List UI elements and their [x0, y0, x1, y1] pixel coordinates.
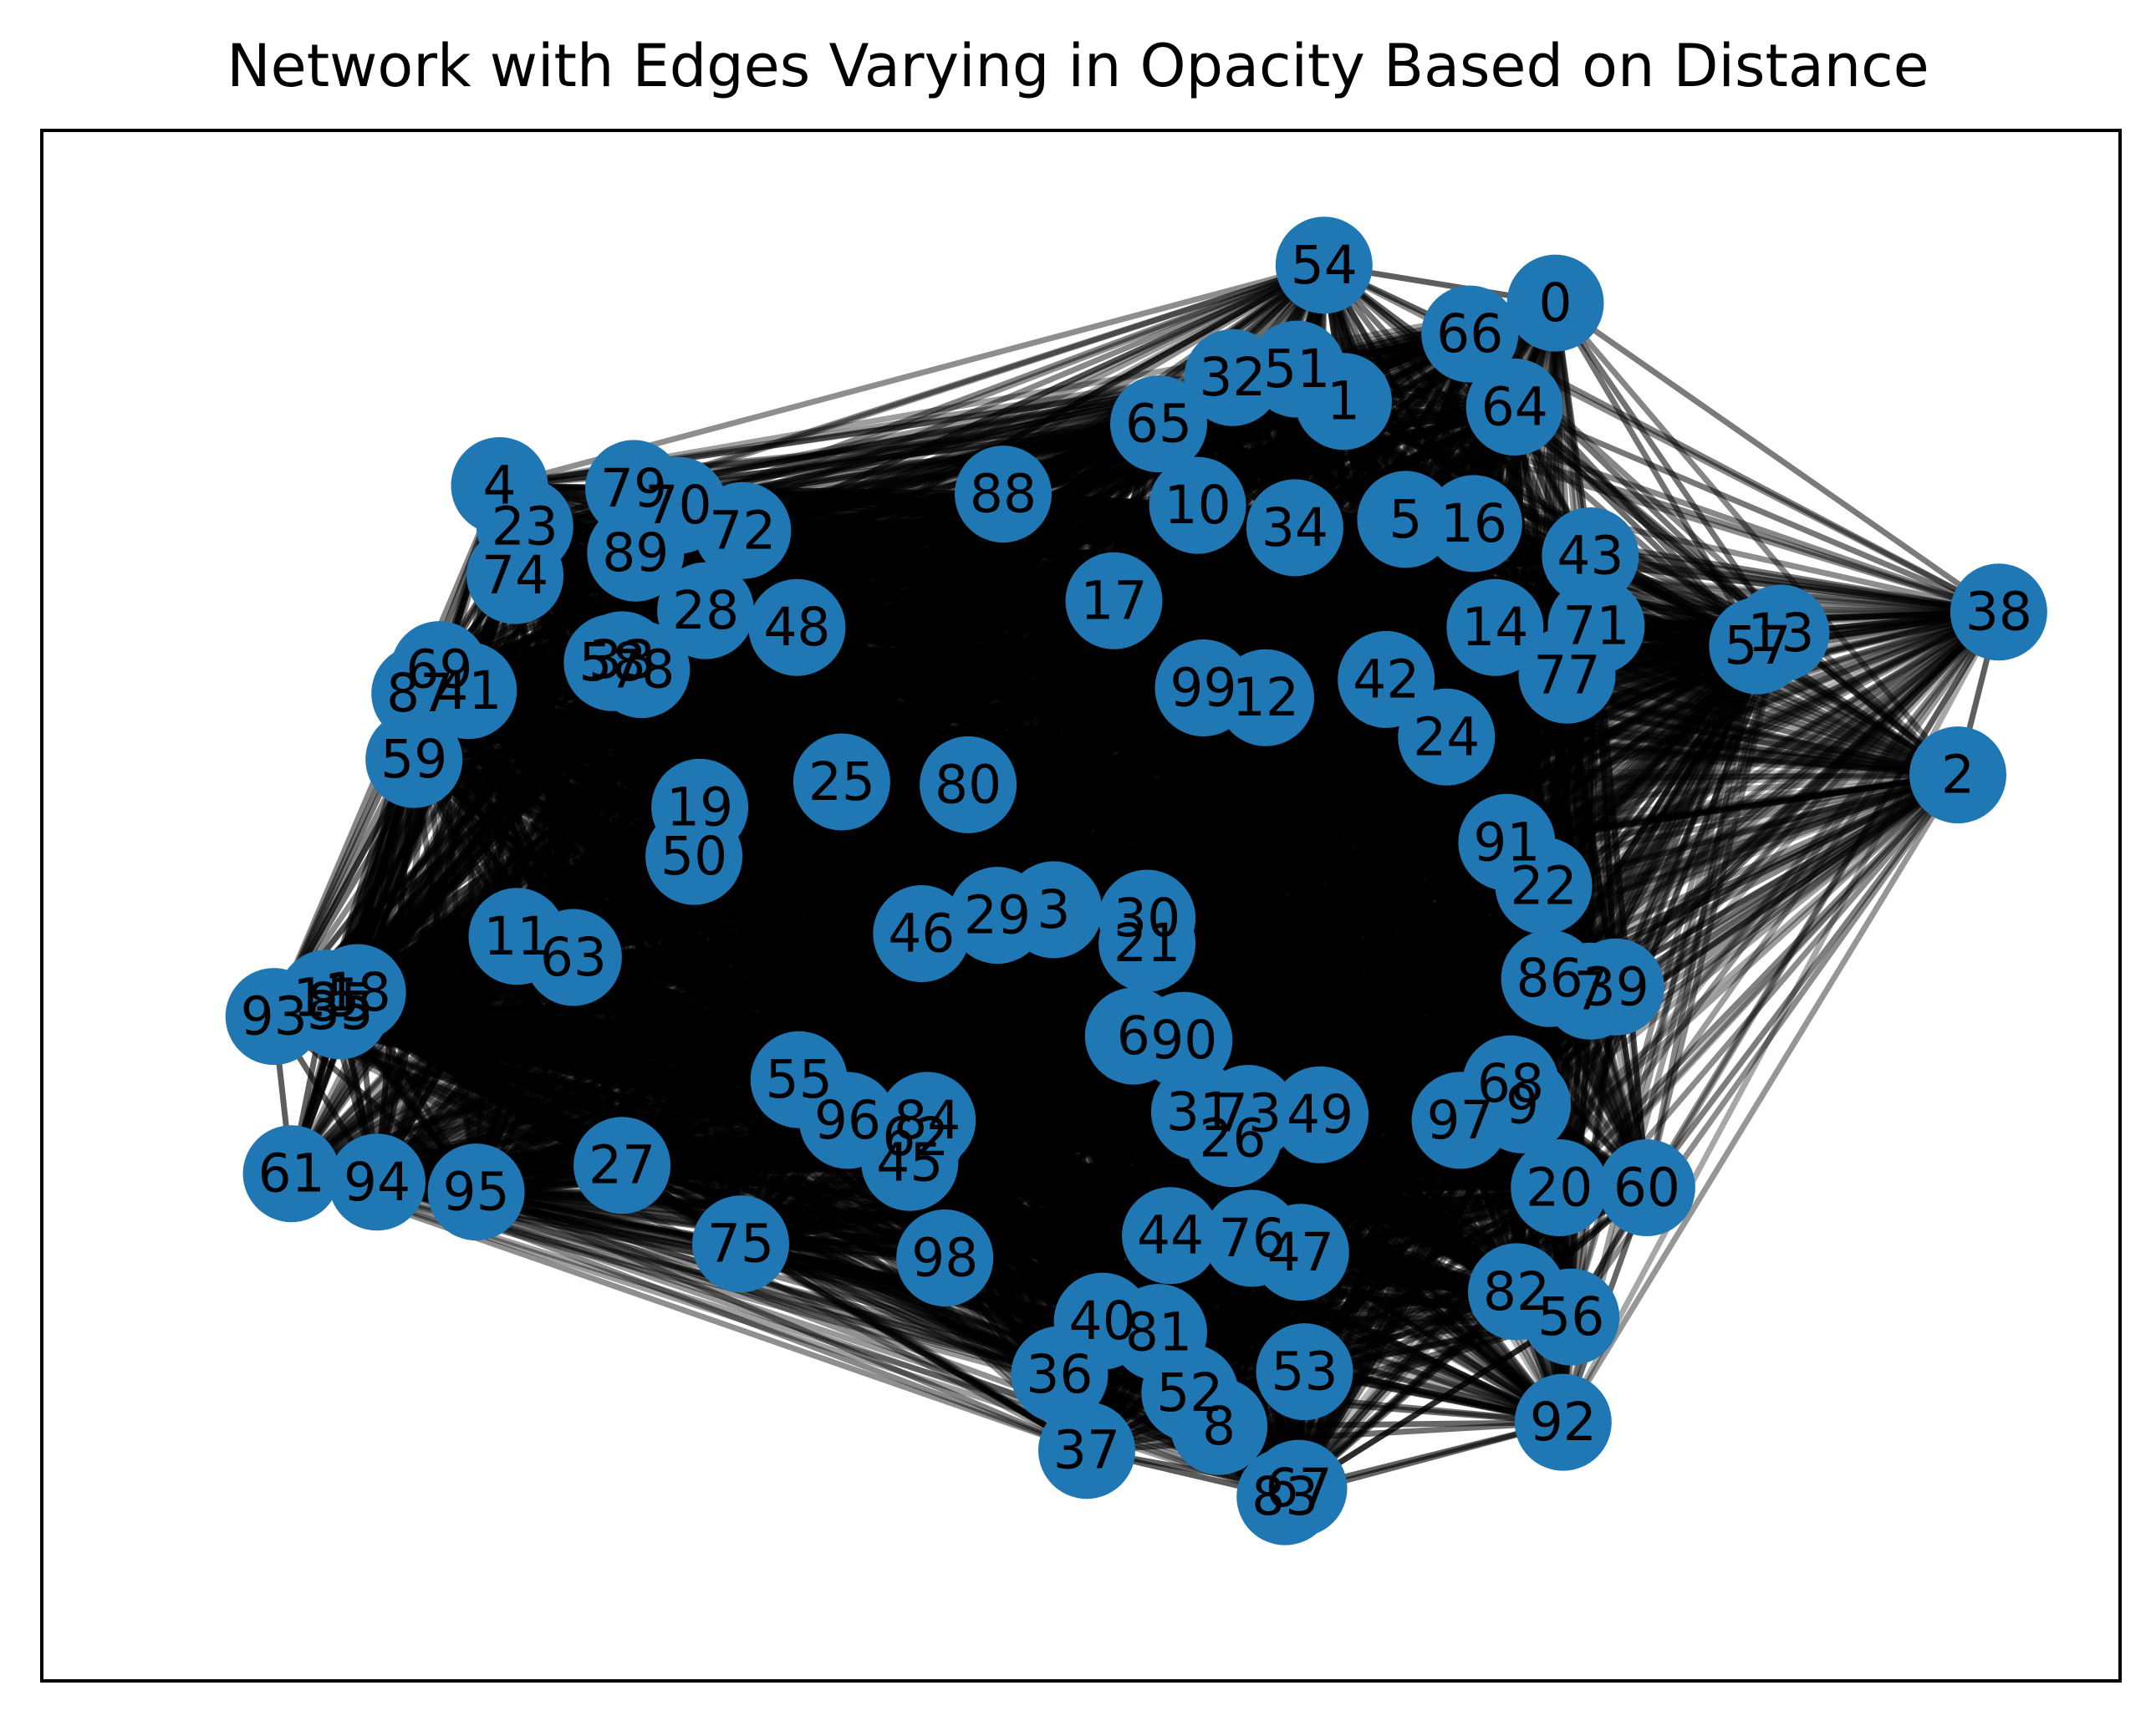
edge-0-2: [1552, 301, 1960, 777]
edge-0-38: [1553, 300, 2001, 615]
edge-13-64: [1512, 405, 1783, 636]
edge-2-39: [1613, 772, 1960, 990]
edge-2-60: [1644, 772, 1960, 1190]
chart-title: Network with Edges Varying in Opacity Ba…: [227, 32, 1929, 100]
edge-20-57: [1556, 644, 1761, 1189]
edge-13-20: [1556, 632, 1784, 1189]
edge-22-57: [1541, 644, 1761, 889]
edge-22-38: [1542, 609, 2001, 889]
edge-0-4: [498, 300, 1557, 489]
edge-2-22: [1542, 771, 1959, 889]
edge-0-57: [1552, 301, 1761, 648]
edge-2-92: [1560, 773, 1960, 1424]
edge-2-91: [1506, 771, 1959, 846]
edge-17-54: [1111, 263, 1327, 603]
